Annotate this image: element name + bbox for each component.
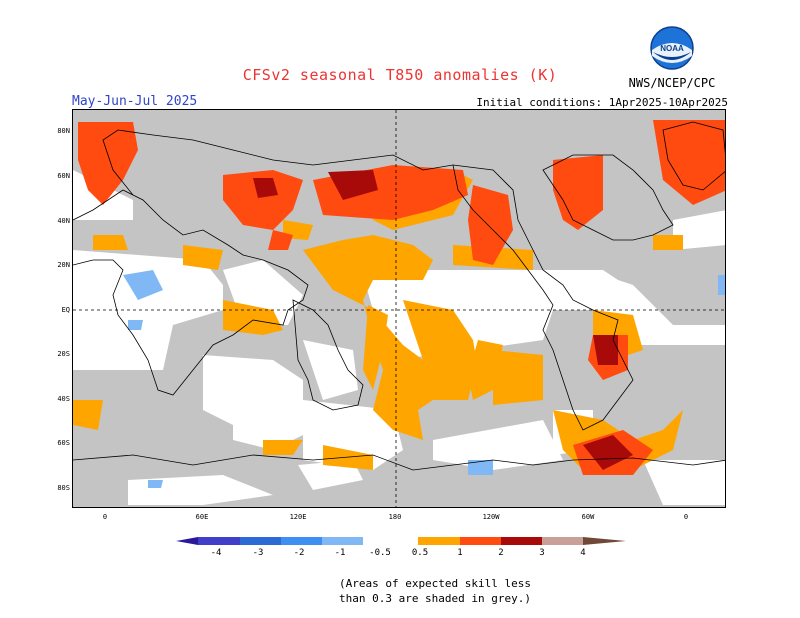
anomaly-blue [123,270,725,488]
lat-label: 60S [57,439,70,447]
colorbar-tick-label: 0.5 [411,548,429,558]
anomaly-darkred [253,170,633,470]
colorbar-tick-label: -1 [334,548,346,558]
neutral-areas [73,170,725,505]
initial-conditions-label: Initial conditions: 1Apr2025-10Apr2025 [476,96,728,109]
lon-label: 60E [195,513,209,521]
colorbar-tick-label: 1 [457,548,463,558]
lon-label: 60W [581,513,595,521]
page-title: CFSv2 seasonal T850 anomalies (K) [242,66,558,84]
lat-label: 80S [57,484,70,492]
lat-label: 60N [57,172,70,180]
colorbar-cell [418,537,460,545]
lon-label: 0 [683,513,689,521]
skill-note-line: (Areas of expected skill less [338,577,532,590]
map-svg [73,110,725,507]
noaa-logo: NOAA [650,26,694,70]
colorbar-tick-label: 3 [539,548,545,558]
lat-label: 40S [57,395,70,403]
lon-label: 0 [102,513,108,521]
lon-label: 180 [388,513,402,521]
colorbar-tick-label: -2 [293,548,305,558]
lat-label: 20S [57,350,70,358]
coastlines [73,121,725,471]
lon-label: 120E [289,513,307,521]
anomaly-map [72,109,726,508]
colorbar-tick-label: 4 [580,548,586,558]
lon-label: 120W [482,513,500,521]
colorbar-tick-label: -3 [252,548,264,558]
colorbar-cell [281,537,322,545]
colorbar-cell [501,537,542,545]
skill-note-line: than 0.3 are shaded in grey.) [338,592,532,605]
colorbar-cell [460,537,501,545]
colorbar-cell [363,537,418,545]
colorbar [176,537,626,545]
svg-text:NOAA: NOAA [660,44,684,53]
colorbar-cell [176,537,198,545]
colorbar-tick-label: 2 [498,548,504,558]
colorbar-cell [240,537,281,545]
skill-note: (Areas of expected skill less than 0.3 a… [0,576,800,606]
lat-label: EQ [61,306,70,314]
colorbar-tick-label: -0.5 [369,548,391,558]
colorbar-tick-label: -4 [210,548,222,558]
lat-label: 80N [57,127,70,135]
colorbar-cell [322,537,363,545]
colorbar-cell [542,537,583,545]
season-label: May-Jun-Jul 2025 [72,94,198,109]
agency-label: NWS/NCEP/CPC [628,76,716,90]
lat-label: 40N [57,217,70,225]
colorbar-cell [583,537,626,545]
lat-label: 20N [57,261,70,269]
colorbar-cell [198,537,240,545]
